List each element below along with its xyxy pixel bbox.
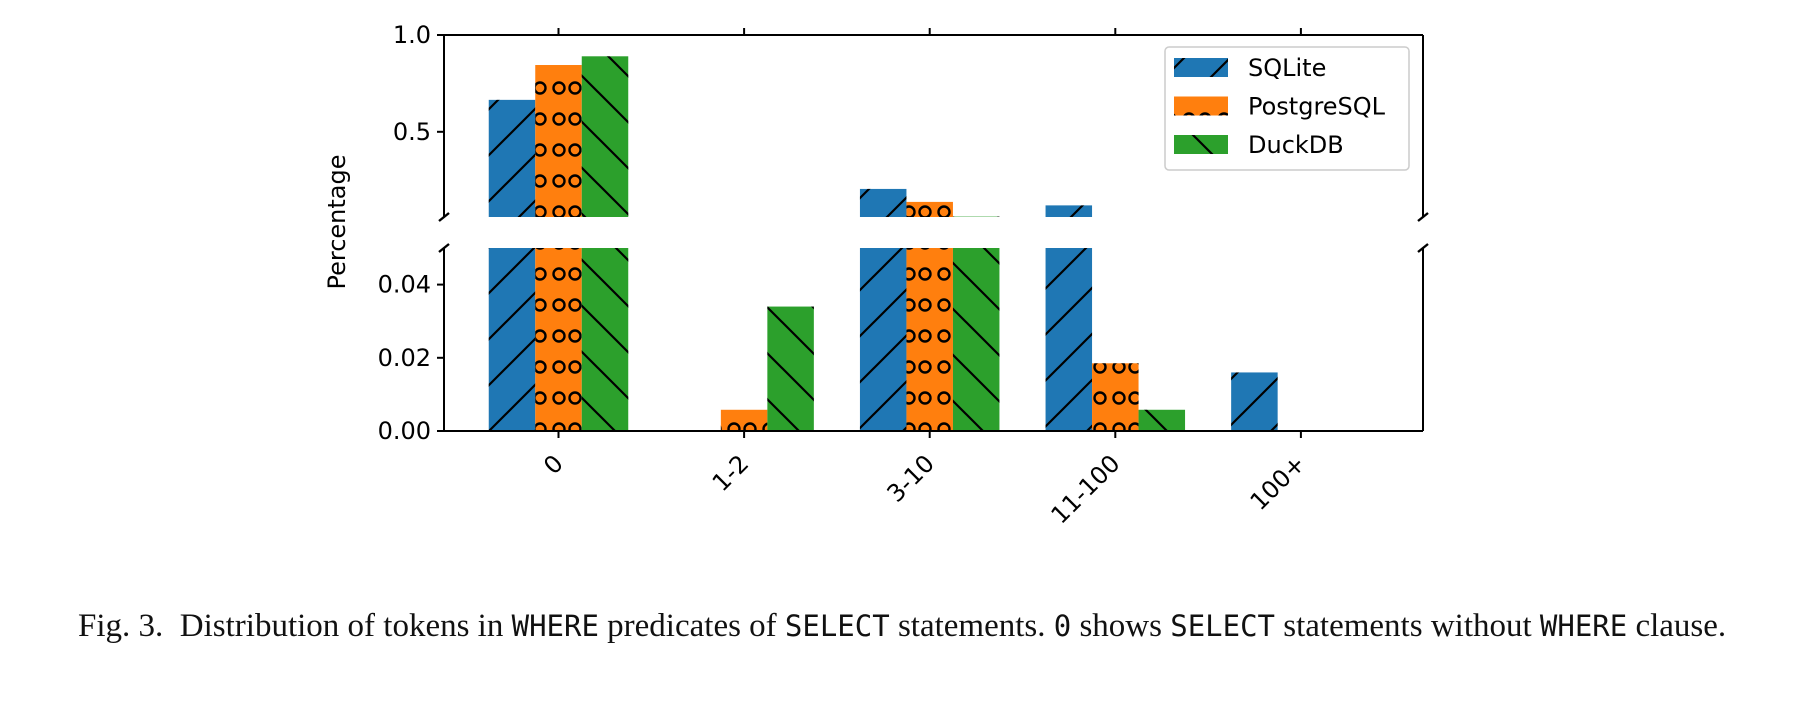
x-tick-label-0: 0: [538, 449, 569, 480]
bar-hatch-lower-duckdb-310: [952, 248, 1000, 431]
break-mark-upper-right: [1417, 212, 1429, 222]
legend-swatch-hatch-postgresql: [1174, 96, 1228, 116]
caption-keyword-zero: 0: [1053, 609, 1072, 643]
figure-caption: Fig. 3. Distribution of tokens in WHERE …: [78, 604, 1738, 648]
lower-panel-bars: [488, 248, 1278, 431]
legend-swatch-hatch-duckdb: [1174, 135, 1228, 154]
caption-text-3: statements.: [897, 608, 1046, 644]
bar-hatch-upper-sqlite-11100: [1045, 205, 1093, 217]
caption-keyword-select-2: SELECT: [1170, 609, 1276, 643]
caption-keyword-select: SELECT: [784, 609, 890, 643]
caption-label: Fig. 3.: [78, 608, 164, 644]
break-mark-lower-right: [1417, 243, 1429, 253]
y-tick-label-lower: 0.04: [378, 271, 431, 299]
y-tick-label-lower: 0.00: [378, 417, 431, 445]
bar-hatch-lower-sqlite-310: [859, 248, 907, 431]
legend: SQLite PostgreSQL DuckDB: [1164, 46, 1410, 171]
x-tick-label-1-2: 1-2: [707, 449, 755, 497]
caption-text-6: clause.: [1635, 608, 1727, 644]
break-mark-upper-left: [438, 212, 450, 222]
caption-keyword-where-2: WHERE: [1539, 609, 1628, 643]
y-axis-label: Percentage: [323, 154, 351, 289]
break-mark-lower-left: [438, 243, 450, 253]
bar-hatch-lower-sqlite-100: [1231, 372, 1278, 431]
caption-text-2: predicates of: [607, 608, 777, 644]
x-tick-label-100+: 100+: [1245, 449, 1311, 515]
y-tick-label-lower: 0.02: [378, 344, 431, 372]
bar-hatch-upper-postgresql-310: [906, 201, 953, 217]
bar-hatch-upper-postgresql-0: [535, 65, 582, 217]
bar-hatch-lower-duckdb-12: [767, 306, 814, 431]
y-tick-label-upper: 1.0: [393, 21, 431, 49]
y-tick-label-upper: 0.5: [393, 118, 431, 146]
upper-panel-bars: [488, 56, 1093, 218]
axis-ticks: [437, 28, 1302, 438]
legend-swatch-hatch-sqlite: [1174, 58, 1228, 77]
bar-hatch-lower-postgresql-11100: [1092, 363, 1139, 431]
bar-hatch-lower-postgresql-12: [720, 409, 768, 431]
bar-hatch-upper-sqlite-310: [859, 188, 907, 217]
caption-text-4: shows: [1079, 608, 1162, 644]
caption-text-1: Distribution of tokens in: [179, 608, 504, 644]
legend-label-postgresql: PostgreSQL: [1248, 93, 1386, 121]
legend-label-sqlite: SQLite: [1248, 54, 1326, 82]
bar-hatch-lower-duckdb-0: [581, 248, 629, 431]
x-tick-label-11-100: 11-100: [1046, 449, 1126, 529]
bar-hatch-lower-sqlite-0: [488, 248, 536, 431]
bar-hatch-lower-sqlite-11100: [1045, 248, 1093, 431]
caption-keyword-where: WHERE: [511, 609, 599, 643]
bar-hatch-upper-sqlite-0: [488, 99, 536, 217]
legend-label-duckdb: DuckDB: [1248, 131, 1344, 159]
bar-chart: 0.5 1.0 0.00 0.02 0.04 0 1-2 3-10 11-100 100+ Per…: [323, 21, 1429, 529]
x-tick-label-3-10: 3-10: [882, 449, 940, 507]
bar-hatch-lower-postgresql-0: [535, 248, 582, 431]
bar-hatch-upper-duckdb-0: [581, 56, 629, 218]
bar-hatch-lower-duckdb-11100: [1138, 409, 1186, 431]
bar-hatch-lower-postgresql-310: [906, 248, 953, 431]
caption-text-5: statements without: [1283, 608, 1532, 644]
